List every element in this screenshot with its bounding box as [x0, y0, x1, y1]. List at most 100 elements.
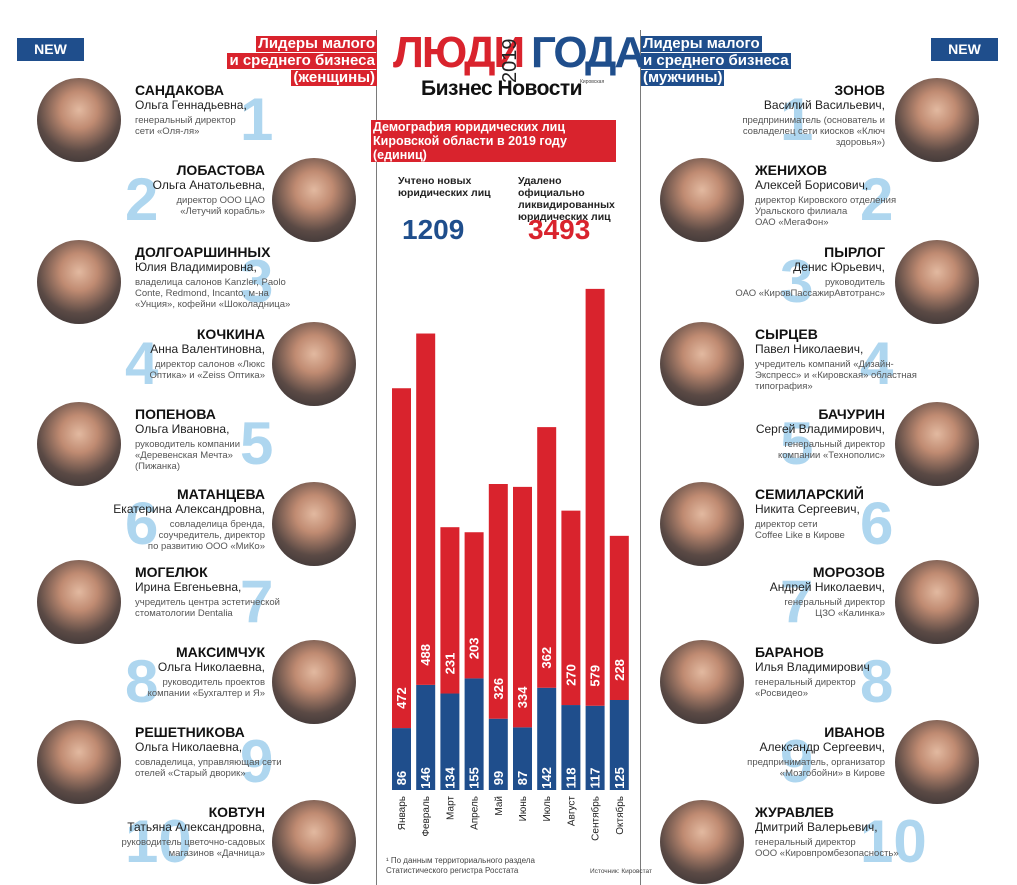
bar-label-new-6: 142 [539, 767, 554, 789]
chart-source: Источник: Кировстат [590, 868, 652, 875]
stat-value-new: 1209 [402, 214, 465, 245]
bar-label-new-0: 86 [394, 771, 409, 785]
bar-removed-5 [513, 486, 532, 728]
person-name: Дмитрий Валерьевич, [755, 820, 878, 834]
person-name: Андрей Николаевич, [769, 580, 885, 594]
portrait-photo [272, 482, 356, 566]
person-role: генеральный директор сети «Оля-ля» [135, 115, 236, 137]
month-label-1: Февраль [421, 796, 432, 837]
bar-new-0 [392, 728, 411, 790]
section-title-men: Лидеры малого и среднего бизнеса (мужчин… [641, 36, 821, 87]
person-role: генеральный директор «Росвидео» [755, 677, 856, 699]
bar-new-6 [537, 687, 557, 790]
month-label-8: Сентябрь [590, 796, 602, 841]
section-title-women: Лидеры малого и среднего бизнеса (женщин… [209, 36, 377, 87]
person-name: Александр Сергеевич, [759, 740, 885, 754]
bar-new-3 [464, 678, 484, 790]
person-surname: ЖЕНИХОВ [755, 162, 828, 178]
rank-number: 5 [780, 410, 814, 477]
logo-business-news: Бизнес Новости [421, 77, 583, 100]
person-surname: МАКСИМЧУК [175, 644, 265, 660]
month-label-9: Октябрь [614, 796, 626, 835]
portrait-photo [37, 560, 121, 644]
bar-new-9 [609, 700, 629, 790]
rank-number: 3 [780, 248, 814, 315]
logo-region: Кировская [580, 79, 605, 85]
bar-label-new-3: 155 [467, 767, 482, 789]
portrait-photo [895, 560, 979, 644]
stat-value-removed: 3493 [528, 214, 591, 245]
bar-new-4 [488, 718, 508, 790]
rank-number: 6 [860, 490, 894, 557]
rank-number: 6 [125, 490, 159, 557]
person-role: совладелица, управляющая сети отелей «Ста… [135, 757, 282, 779]
person-name: Илья Владимирович [755, 660, 870, 674]
portrait-photo [660, 800, 744, 884]
logo-ludi: ЛЮДИ [393, 28, 525, 77]
rank-number: 2 [125, 166, 159, 233]
section-title-women-line: и среднего бизнеса [227, 52, 377, 69]
person-role: генеральный директор ЦЗО «Калинка» [784, 597, 885, 619]
portrait-photo [895, 78, 979, 162]
rank-number: 7 [780, 568, 814, 635]
person-name: Денис Юрьевич, [793, 260, 885, 274]
bar-new-5 [513, 727, 532, 790]
person-surname: ИВАНОВ [824, 724, 885, 740]
person-role: руководитель цветочно-садовых магазинов «… [121, 837, 265, 859]
person-role: директор Кировского отделения Уральского … [755, 195, 897, 228]
month-label-4: Май [494, 796, 505, 816]
section-title-women-line: (женщины) [291, 69, 377, 86]
portrait-photo [272, 640, 356, 724]
bar-removed-0 [392, 388, 411, 729]
person-surname: БАЧУРИН [818, 406, 885, 422]
left-column-divider [376, 30, 377, 885]
person-role: генеральный директор компании «Технополис… [777, 439, 885, 461]
portrait-photo [895, 720, 979, 804]
section-title-men-line: (мужчины) [641, 69, 725, 86]
bar-removed-1 [416, 333, 436, 685]
section-title-women-line: Лидеры малого [256, 35, 377, 52]
month-label-2: Март [445, 796, 456, 820]
bar-label-removed-7: 270 [563, 664, 578, 686]
bar-removed-3 [464, 532, 484, 679]
portrait-photo [660, 158, 744, 242]
rank-number: 8 [125, 648, 159, 715]
person-surname: МОГЕЛЮК [135, 564, 208, 580]
person-surname: РЕШЕТНИКОВА [135, 724, 245, 740]
person-surname: ПОПЕНОВА [135, 406, 216, 422]
person-role: директор салонов «Люкс Оптика» и «Zeiss О… [149, 359, 265, 381]
person-name: Анна Валентиновна, [150, 342, 265, 356]
person-name: Ольга Ивановна, [135, 422, 230, 436]
person-surname: МАТАНЦЕВА [176, 486, 265, 502]
bar-label-removed-1: 488 [418, 644, 433, 666]
person-name: Ирина Евгеньевна, [135, 580, 242, 594]
person-surname: ПЫРЛОГ [824, 244, 885, 260]
rank-number: 1 [240, 86, 274, 153]
portrait-photo [660, 640, 744, 724]
person-role: учредитель компаний «Дизайн- Экспресс» и … [755, 359, 917, 392]
rank-number: 3 [240, 248, 274, 315]
portrait-photo [895, 240, 979, 324]
person-name: Ольга Анатольевна, [152, 178, 265, 192]
bar-removed-2 [440, 527, 460, 694]
rank-number: 9 [240, 728, 274, 795]
person-role: владелица салонов Kanzler, Paolo Conte, R… [135, 277, 291, 310]
new-badge-left: NEW [17, 38, 84, 61]
bar-label-removed-6: 362 [539, 647, 554, 669]
chart-title-text: Демография юридических лиц Кировской обл… [371, 120, 616, 162]
rank-number: 5 [240, 410, 274, 477]
rank-number: 4 [125, 330, 159, 397]
rank-number: 1 [780, 86, 814, 153]
person-role: руководитель компании «Деревенская Мечта»… [135, 439, 241, 472]
stat-label-removed: Удалено официально ликвидированных юриди… [518, 175, 615, 223]
month-label-7: Август [566, 796, 577, 827]
person-role: директор сети Coffee Like в Кирове [755, 519, 845, 541]
bar-label-removed-9: 228 [612, 659, 627, 681]
bar-label-removed-0: 472 [394, 687, 409, 709]
month-label-0: Январь [397, 796, 408, 830]
bar-removed-8 [585, 288, 605, 706]
bar-label-removed-8: 579 [588, 665, 603, 687]
new-badge-right: NEW [931, 38, 998, 61]
person-role: генеральный директор ООО «Кировпромбезопа… [755, 837, 899, 859]
person-surname: СЫРЦЕВ [755, 326, 818, 342]
